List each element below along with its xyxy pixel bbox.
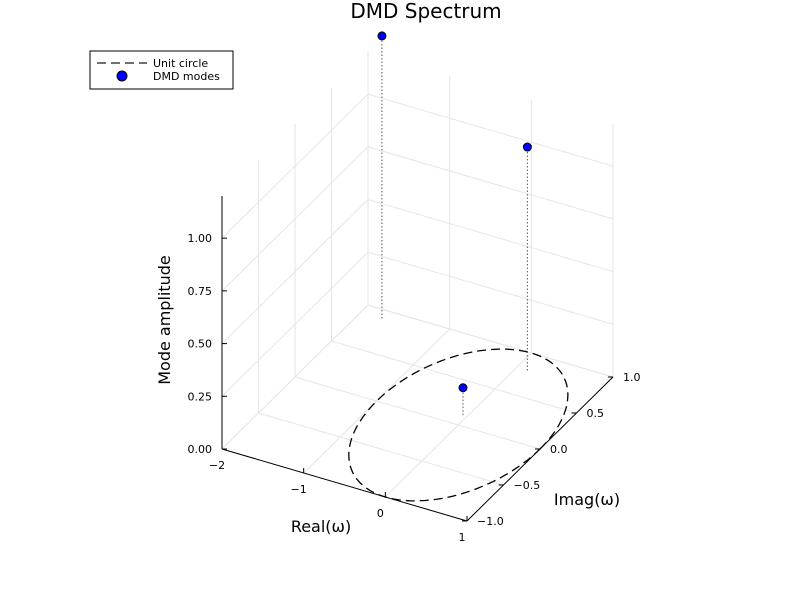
x-tick-label: −1 (291, 483, 307, 496)
unit-circle-line (348, 348, 569, 502)
dmd-mode-point (377, 31, 387, 41)
chart-title: DMD Spectrum (350, 0, 501, 23)
grid-layer (221, 52, 614, 522)
grid-line-floor-y (258, 412, 504, 486)
legend-dmd-modes-swatch (116, 70, 128, 82)
x-tick-label: 0 (377, 507, 384, 520)
grid-line-back-z (367, 93, 614, 167)
legend-unit-circle-label: Unit circle (153, 57, 208, 70)
y-tick-label: 1.0 (623, 371, 641, 384)
y-tick-label: −1.0 (477, 515, 504, 528)
z-tick-label: 1.00 (188, 232, 213, 245)
z-tick-label: 0.75 (188, 285, 213, 298)
legend-box (89, 50, 234, 90)
y-axis-label: Imag(ω) (554, 490, 620, 509)
y-tick-label: 0.0 (550, 443, 568, 456)
dmd-mode-point (458, 383, 468, 393)
x-tick-label: 1 (459, 531, 466, 544)
x-tick-label: −2 (209, 459, 225, 472)
x-axis-line (221, 448, 468, 522)
x-axis-label: Real(ω) (291, 517, 351, 536)
grid-line-left-z (221, 304, 369, 450)
z-axis-label: Mode amplitude (155, 255, 174, 385)
grid-line-back-z (367, 146, 614, 220)
z-tick-label: 0.50 (188, 338, 213, 351)
z-tick-label: 0.00 (188, 443, 213, 456)
grid-line-left-z (221, 251, 369, 397)
dmd-mode-point (522, 142, 532, 152)
legend-dmd-modes-label: DMD modes (153, 70, 220, 83)
series-layer (348, 31, 569, 502)
grid-line-back-z (367, 251, 614, 325)
grid-line-left-z (221, 199, 369, 344)
grid-line-back-z (367, 199, 614, 273)
y-tick-label: −0.5 (514, 479, 541, 492)
grid-line-floor-y (331, 340, 577, 414)
z-tick-label: 0.25 (188, 390, 213, 403)
grid-line-back-z (367, 304, 614, 378)
y-tick-label: 0.5 (587, 407, 605, 420)
grid-line-floor-y (294, 376, 541, 450)
legend: Unit circle DMD modes (89, 50, 234, 90)
grid-line-left-z (221, 93, 369, 239)
grid-line-left-z (221, 146, 369, 292)
